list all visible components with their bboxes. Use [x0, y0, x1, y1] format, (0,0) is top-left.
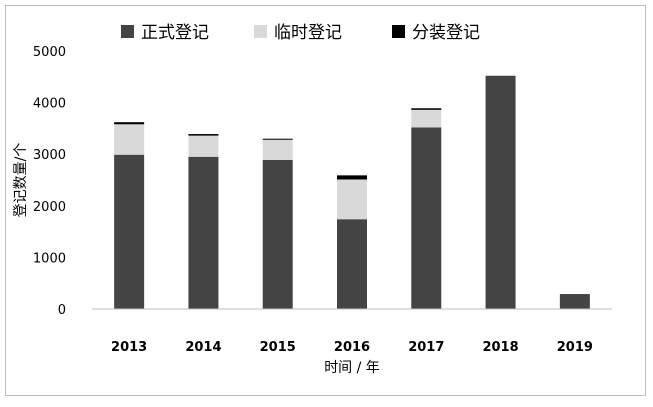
bar-2014-series-0 — [188, 156, 219, 309]
bar-2017-series-0 — [411, 127, 442, 309]
bar-2015-series-0 — [262, 159, 293, 309]
x-tick-label: 2019 — [557, 340, 593, 355]
legend-swatch — [254, 25, 267, 38]
bar-2016-series-0 — [337, 219, 367, 309]
bar-2017-series-2 — [411, 108, 442, 110]
x-axis-ticks: 2013 2014 2015 2016 2017 2018 2019 — [111, 340, 593, 355]
bar-2017-series-1 — [411, 109, 442, 128]
bar-2015-series-1 — [262, 139, 293, 160]
chart-frame — [5, 5, 646, 396]
bar-2015-series-2 — [262, 138, 293, 140]
y-tick-label: 4000 — [33, 97, 66, 112]
bar-2019-series-0 — [559, 294, 590, 309]
bars — [114, 75, 590, 309]
legend-swatch — [121, 25, 134, 38]
y-axis-title: 登记数量/个 — [13, 143, 29, 218]
bar-2013-series-1 — [114, 124, 145, 155]
legend-label: 分装登记 — [412, 23, 480, 43]
y-tick-label: 3000 — [33, 148, 66, 163]
y-tick-label: 2000 — [33, 200, 66, 215]
x-tick-label: 2015 — [260, 340, 296, 355]
bar-2013-series-2 — [114, 122, 145, 125]
y-tick-label: 0 — [58, 303, 66, 318]
x-axis-title: 时间 / 年 — [324, 360, 380, 376]
x-tick-label: 2014 — [185, 340, 221, 355]
bar-2013-series-0 — [114, 154, 145, 309]
legend: 正式登记 临时登记 分装登记 — [121, 23, 480, 43]
x-tick-label: 2016 — [334, 340, 370, 355]
x-tick-label: 2013 — [111, 340, 147, 355]
y-axis-ticks: 0 1000 2000 3000 4000 5000 — [33, 45, 66, 318]
y-tick-label: 1000 — [33, 251, 66, 266]
x-tick-label: 2017 — [408, 340, 444, 355]
bar-2016-series-2 — [337, 175, 367, 180]
legend-label: 正式登记 — [141, 23, 209, 43]
bar-2016-series-1 — [337, 179, 367, 220]
bar-2014-series-1 — [188, 135, 219, 157]
legend-label: 临时登记 — [274, 23, 342, 43]
bar-2014-series-2 — [188, 134, 219, 136]
bar-2018-series-0 — [485, 75, 516, 309]
x-tick-label: 2018 — [482, 340, 518, 355]
y-tick-label: 5000 — [33, 45, 66, 60]
legend-swatch — [392, 25, 405, 38]
